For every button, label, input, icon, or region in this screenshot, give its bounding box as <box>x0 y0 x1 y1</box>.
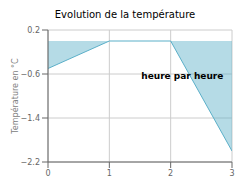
svg-text:−2.2: −2.2 <box>21 158 40 167</box>
svg-text:−0.6: −0.6 <box>21 70 40 79</box>
svg-text:3: 3 <box>229 169 234 178</box>
svg-text:0.2: 0.2 <box>27 26 40 35</box>
svg-text:Température en °C: Température en °C <box>10 58 20 135</box>
html-text:heure par heure: heure par heure <box>141 71 224 82</box>
svg-text:2: 2 <box>168 169 173 178</box>
svg-text:0: 0 <box>45 169 50 178</box>
html-text:Evolution de la température: Evolution de la température <box>54 9 196 20</box>
svg-text:1: 1 <box>107 169 112 178</box>
svg-text:−1.4: −1.4 <box>21 114 40 123</box>
